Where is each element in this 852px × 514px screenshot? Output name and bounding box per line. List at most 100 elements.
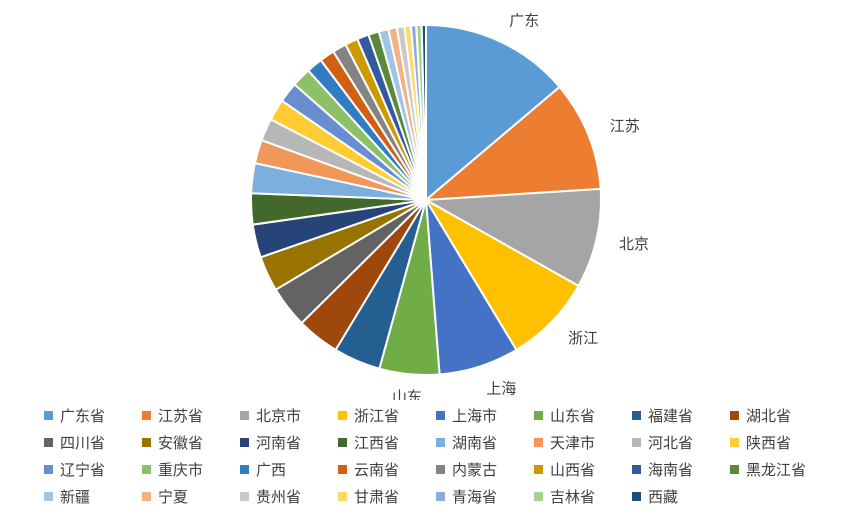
pie-data-label: 北京 bbox=[619, 235, 649, 253]
legend-label: 云南省 bbox=[354, 461, 400, 479]
legend-label: 四川省 bbox=[60, 434, 106, 452]
legend-swatch bbox=[44, 411, 53, 420]
legend-entry: 江苏省 bbox=[142, 405, 240, 426]
legend-entry: 西藏 bbox=[632, 486, 730, 507]
legend-entry: 贵州省 bbox=[240, 486, 338, 507]
legend-swatch bbox=[436, 492, 445, 501]
legend-swatch bbox=[730, 411, 739, 420]
legend-swatch bbox=[240, 411, 249, 420]
legend-swatch bbox=[534, 492, 543, 501]
legend-label: 浙江省 bbox=[354, 407, 400, 425]
pie-data-label: 山东 bbox=[392, 388, 422, 400]
legend-label: 湖北省 bbox=[746, 407, 792, 425]
legend-label: 甘肃省 bbox=[354, 488, 400, 506]
legend-swatch bbox=[632, 465, 641, 474]
pie-data-label: 广东 bbox=[509, 11, 539, 29]
legend-entry: 山西省 bbox=[534, 459, 632, 480]
legend-entry: 青海省 bbox=[436, 486, 534, 507]
pie-slices bbox=[250, 23, 602, 376]
legend-entry: 湖南省 bbox=[436, 432, 534, 453]
legend-entry: 吉林省 bbox=[534, 486, 632, 507]
legend-swatch bbox=[142, 465, 151, 474]
legend-entry: 广东省 bbox=[44, 405, 142, 426]
legend-entry: 宁夏 bbox=[142, 486, 240, 507]
legend-label: 北京市 bbox=[256, 407, 302, 425]
legend-label: 福建省 bbox=[648, 407, 694, 425]
legend-label: 重庆市 bbox=[158, 461, 204, 479]
legend-entry: 安徽省 bbox=[142, 432, 240, 453]
chart-legend: 广东省 江苏省 北京市 浙江省 上海市 山东省 福建省 湖北省四川省 安徽省 河南省 江西省 湖南省 天… bbox=[44, 402, 834, 510]
legend-entry: 甘肃省 bbox=[338, 486, 436, 507]
legend-swatch bbox=[534, 411, 543, 420]
legend-swatch bbox=[338, 438, 347, 447]
pie-slice bbox=[422, 187, 602, 288]
legend-entry: 辽宁省 bbox=[44, 459, 142, 480]
legend-entry: 北京市 bbox=[240, 405, 338, 426]
legend-swatch bbox=[632, 411, 641, 420]
legend-label: 黑龙江省 bbox=[746, 461, 807, 479]
legend-label: 内蒙古 bbox=[452, 461, 498, 479]
legend-swatch bbox=[338, 465, 347, 474]
legend-swatch bbox=[142, 438, 151, 447]
legend-label: 河南省 bbox=[256, 434, 302, 452]
legend-swatch bbox=[534, 438, 543, 447]
legend-swatch bbox=[436, 438, 445, 447]
legend-entry: 上海市 bbox=[436, 405, 534, 426]
legend-swatch bbox=[240, 465, 249, 474]
legend-label: 河北省 bbox=[648, 434, 694, 452]
pie-data-label: 江苏 bbox=[610, 117, 640, 135]
legend-label: 辽宁省 bbox=[60, 461, 106, 479]
legend-swatch bbox=[240, 438, 249, 447]
pie-data-label: 上海 bbox=[486, 380, 516, 398]
legend-label: 山西省 bbox=[550, 461, 596, 479]
legend-entry: 河北省 bbox=[632, 432, 730, 453]
legend-swatch bbox=[142, 411, 151, 420]
legend-entry: 江西省 bbox=[338, 432, 436, 453]
legend-entry: 海南省 bbox=[632, 459, 730, 480]
legend-label: 湖南省 bbox=[452, 434, 498, 452]
legend-label: 吉林省 bbox=[550, 488, 596, 506]
legend-swatch bbox=[338, 492, 347, 501]
legend-swatch bbox=[436, 411, 445, 420]
legend-entry: 四川省 bbox=[44, 432, 142, 453]
legend-swatch bbox=[44, 438, 53, 447]
legend-entry: 河南省 bbox=[240, 432, 338, 453]
legend-entry: 内蒙古 bbox=[436, 459, 534, 480]
legend-entry: 山东省 bbox=[534, 405, 632, 426]
legend-entry: 福建省 bbox=[632, 405, 730, 426]
pie-slice bbox=[423, 85, 602, 202]
legend-label: 广西 bbox=[256, 461, 287, 479]
legend-label: 山东省 bbox=[550, 407, 596, 425]
legend-entry: 新疆 bbox=[44, 486, 142, 507]
legend-swatch bbox=[142, 492, 151, 501]
legend-entry: 湖北省 bbox=[730, 405, 828, 426]
legend-label: 天津市 bbox=[550, 434, 596, 452]
legend-swatch bbox=[534, 465, 543, 474]
pie-slice bbox=[420, 23, 427, 201]
legend-label: 上海市 bbox=[452, 407, 498, 425]
legend-entry: 黑龙江省 bbox=[730, 459, 828, 480]
legend-swatch bbox=[730, 438, 739, 447]
legend-label: 西藏 bbox=[648, 488, 679, 506]
legend-label: 新疆 bbox=[60, 488, 91, 506]
legend-entry: 重庆市 bbox=[142, 459, 240, 480]
legend-entry: 天津市 bbox=[534, 432, 632, 453]
legend-swatch bbox=[338, 411, 347, 420]
legend-swatch bbox=[240, 492, 249, 501]
legend-swatch bbox=[44, 465, 53, 474]
legend-swatch bbox=[44, 492, 53, 501]
legend-label: 宁夏 bbox=[158, 488, 189, 506]
legend-entry: 广西 bbox=[240, 459, 338, 480]
legend-label: 贵州省 bbox=[256, 488, 302, 506]
legend-label: 陕西省 bbox=[746, 434, 792, 452]
pie-slice bbox=[423, 197, 580, 352]
legend-swatch bbox=[632, 492, 641, 501]
legend-entry: 云南省 bbox=[338, 459, 436, 480]
legend-label: 安徽省 bbox=[158, 434, 204, 452]
legend-label: 青海省 bbox=[452, 488, 498, 506]
legend-swatch bbox=[730, 465, 739, 474]
legend-label: 江西省 bbox=[354, 434, 400, 452]
